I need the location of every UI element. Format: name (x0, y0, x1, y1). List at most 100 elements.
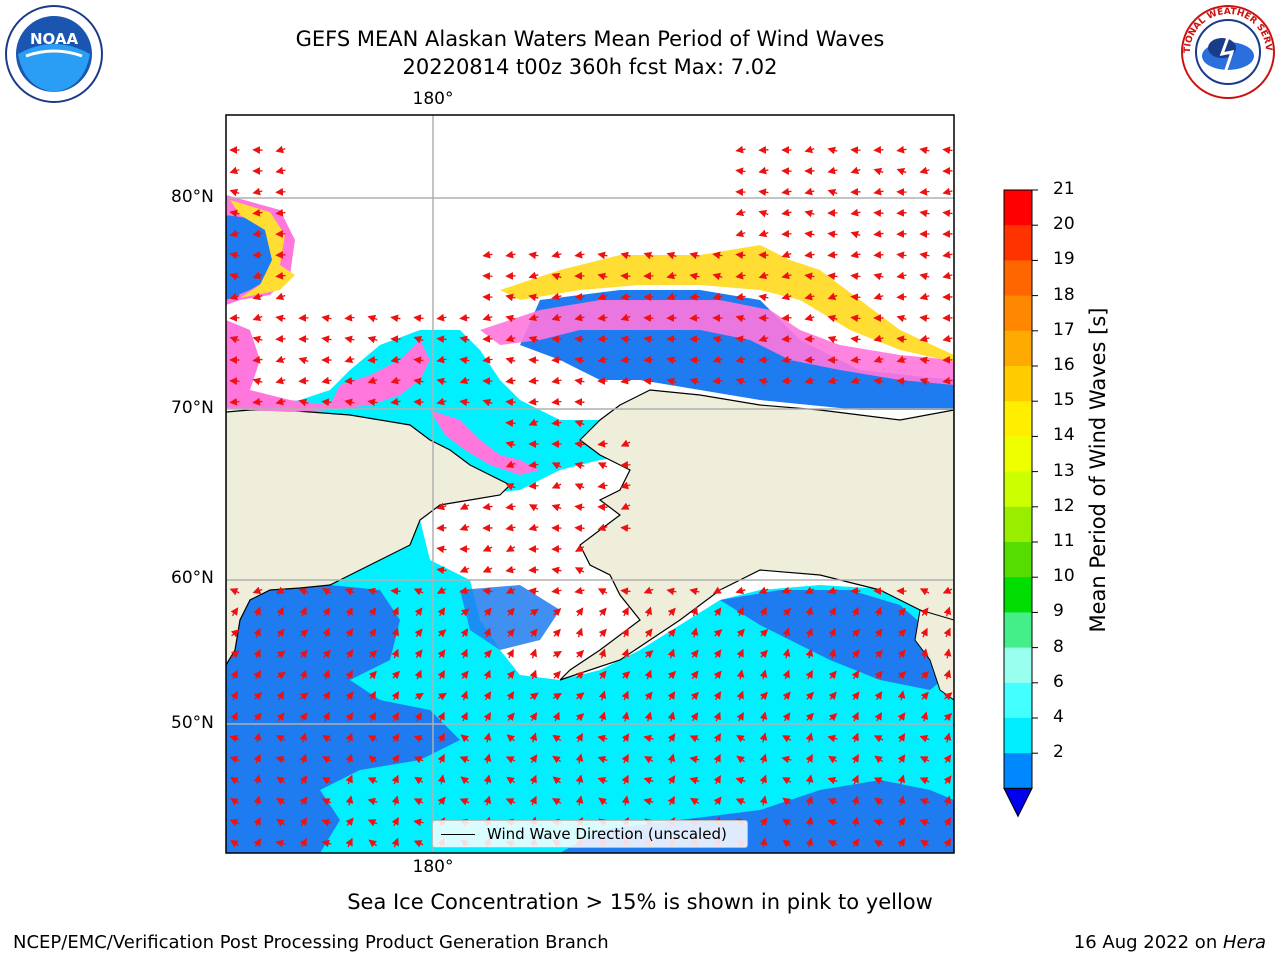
wave-direction-arrow (758, 293, 769, 302)
wave-direction-arrow (275, 798, 286, 806)
wave-direction-arrow (897, 712, 906, 722)
wave-direction-arrow (436, 566, 447, 575)
wave-direction-arrow (505, 356, 516, 365)
wave-direction-arrow (805, 669, 813, 680)
wave-direction-arrow (321, 839, 332, 848)
wave-direction-arrow (253, 795, 262, 806)
wave-direction-arrow (598, 648, 606, 659)
wave-direction-arrow (574, 461, 585, 470)
wave-direction-arrow (367, 735, 378, 743)
wave-direction-arrow (459, 798, 470, 806)
wave-direction-arrow (229, 229, 240, 238)
wave-direction-arrow (252, 313, 263, 321)
wave-direction-arrow (920, 627, 928, 638)
wave-direction-arrow (437, 669, 445, 680)
wave-direction-arrow (275, 314, 286, 323)
wave-direction-arrow (827, 840, 838, 848)
wave-direction-arrow (827, 166, 838, 175)
wave-direction-arrow (275, 166, 286, 175)
wave-direction-arrow (851, 711, 859, 722)
wave-direction-arrow (436, 586, 447, 594)
wave-direction-arrow (851, 754, 859, 764)
wave-direction-arrow (782, 607, 792, 617)
wave-direction-arrow (850, 166, 861, 175)
wave-direction-arrow (781, 292, 792, 301)
wave-direction-arrow (920, 648, 929, 659)
wave-direction-arrow (666, 271, 677, 280)
wave-direction-arrow (574, 419, 585, 428)
wave-direction-arrow (299, 838, 308, 848)
wave-direction-arrow (827, 250, 838, 259)
wave-direction-arrow (299, 649, 308, 659)
wave-direction-arrow (275, 208, 286, 217)
wave-direction-arrow (552, 734, 562, 743)
wave-direction-arrow (897, 628, 907, 638)
wave-direction-arrow (598, 690, 607, 701)
wave-direction-arrow (437, 711, 445, 722)
colorbar-tick-label: 8 (1053, 636, 1064, 657)
wave-direction-arrow (873, 777, 884, 785)
wave-direction-arrow (620, 502, 631, 510)
wave-direction-arrow (804, 292, 815, 301)
wave-direction-arrow (368, 670, 377, 680)
wave-direction-arrow (253, 816, 261, 827)
wave-direction-arrow (735, 271, 746, 280)
wave-direction-arrow (575, 607, 584, 617)
wave-direction-arrow (275, 334, 286, 343)
wave-direction-arrow (413, 798, 424, 806)
wave-direction-arrow (483, 712, 491, 722)
wave-direction-arrow (505, 523, 516, 532)
wave-direction-arrow (275, 735, 286, 743)
wave-direction-arrow (436, 335, 447, 344)
wave-direction-arrow (575, 753, 584, 764)
wave-direction-arrow (575, 774, 584, 785)
wave-direction-arrow (390, 376, 401, 385)
wave-direction-arrow (459, 356, 470, 365)
wave-direction-arrow (598, 628, 607, 638)
wave-direction-arrow (943, 627, 951, 638)
wave-direction-arrow (781, 735, 792, 743)
wave-direction-arrow (229, 588, 240, 596)
wave-direction-arrow (391, 754, 400, 764)
wave-direction-arrow (299, 606, 307, 617)
wave-direction-arrow (299, 669, 307, 680)
wave-direction-arrow (505, 798, 516, 806)
wave-direction-arrow (275, 355, 286, 364)
wave-direction-arrow (643, 335, 654, 344)
wave-direction-arrow (253, 670, 262, 680)
wave-direction-arrow (230, 607, 239, 617)
legend-line-swatch (441, 833, 475, 835)
wave-direction-arrow (506, 648, 514, 659)
wave-direction-arrow (621, 690, 629, 701)
wave-direction-arrow (689, 377, 700, 386)
wave-direction-arrow (277, 650, 286, 659)
wave-direction-arrow (735, 798, 746, 806)
wave-direction-arrow (436, 545, 447, 554)
wave-direction-arrow (919, 146, 930, 155)
wave-direction-arrow (321, 376, 332, 385)
wave-direction-arrow (551, 566, 562, 575)
wave-direction-arrow (414, 711, 422, 722)
wave-direction-arrow (827, 798, 838, 806)
wave-direction-arrow (851, 732, 859, 743)
wave-direction-arrow (897, 733, 906, 743)
colorbar (1003, 189, 1038, 818)
wave-direction-arrow (827, 376, 838, 385)
colorbar-tick-label: 17 (1053, 319, 1075, 340)
wave-direction-arrow (920, 607, 929, 616)
wave-direction-arrow (506, 712, 515, 722)
wave-direction-arrow (759, 691, 768, 701)
wave-direction-arrow (896, 271, 907, 280)
colorbar-segment (1004, 295, 1032, 332)
wave-direction-arrow (551, 503, 562, 512)
wave-direction-arrow (827, 230, 838, 239)
sea-ice-yellow-north (500, 245, 954, 362)
wave-direction-arrow (851, 774, 859, 785)
wave-direction-arrow (459, 398, 470, 407)
wave-direction-arrow (574, 313, 585, 322)
wave-direction-arrow (252, 377, 263, 386)
wave-direction-arrow (782, 712, 791, 722)
colorbar-label: Mean Period of Wind Waves [s] (1086, 307, 1110, 633)
wave-direction-arrow (805, 712, 815, 722)
wave-direction-arrow (275, 397, 286, 406)
